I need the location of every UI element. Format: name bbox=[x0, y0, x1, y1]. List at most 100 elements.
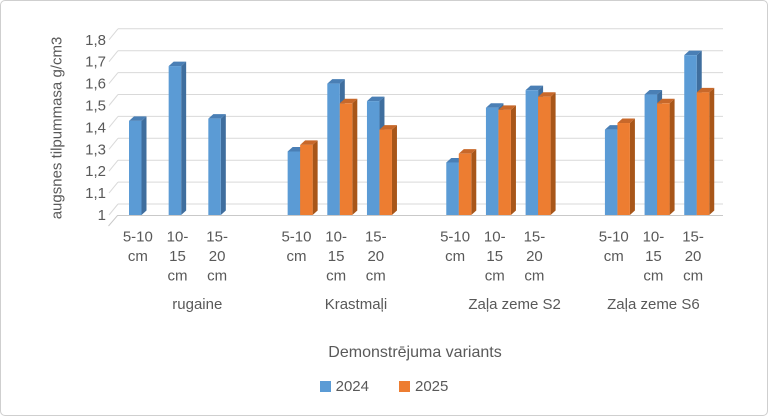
y-axis-title: augsnes tilpummasa g/cm3 bbox=[48, 36, 66, 220]
bar-2024-rugaine-15-20-cm-side bbox=[220, 114, 226, 215]
bar-2024-Zaļa-zeme-S6-15-20-cm-top bbox=[684, 50, 702, 56]
bar-2025-Zaļa-zeme-S6-10-15-cm-top bbox=[657, 98, 675, 104]
category-label: cm bbox=[485, 268, 505, 285]
y-tick-label: 1 bbox=[98, 207, 106, 224]
bar-2024-Zaļa-zeme-S2-15-20-cm-top bbox=[525, 85, 544, 91]
category-label: 15 bbox=[169, 248, 186, 265]
bar-2025-Krastmaļi-10-15-cm bbox=[339, 103, 353, 215]
bar-2025-Zaļa-zeme-S2-15-20-cm-side bbox=[550, 92, 556, 215]
category-label: 20 bbox=[209, 248, 226, 265]
gridline-tick bbox=[108, 72, 119, 84]
bar-2025-Zaļa-zeme-S2-5-10-cm-side bbox=[471, 149, 477, 215]
category-label: cm bbox=[207, 268, 227, 285]
y-tick-label: 1,7 bbox=[85, 54, 106, 71]
bar-2025-Zaļa-zeme-S6-15-20-cm-top bbox=[696, 87, 715, 93]
bar-2024-Krastmaļi-10-15-cm-top bbox=[327, 79, 345, 84]
bar-2024-Krastmaļi-15-20-cm bbox=[366, 101, 380, 215]
category-label: 15- bbox=[682, 229, 704, 246]
category-label: 20 bbox=[367, 248, 384, 265]
category-label: cm bbox=[445, 248, 465, 265]
y-tick-label: 1,6 bbox=[85, 76, 106, 93]
group-label: rugaine bbox=[172, 296, 222, 313]
category-label: cm bbox=[683, 268, 703, 285]
bar-2024-rugaine-15-20-cm-top bbox=[208, 114, 226, 119]
category-label: 10- bbox=[643, 229, 665, 246]
category-label: 15 bbox=[486, 248, 503, 265]
category-label: 10- bbox=[167, 229, 189, 246]
bar-2025-Krastmaļi-5-10-cm bbox=[300, 144, 313, 215]
legend-swatch-2025-icon bbox=[399, 381, 410, 392]
bar-2024-Zaļa-zeme-S2-15-20-cm bbox=[525, 90, 539, 215]
bar-2025-Zaļa-zeme-S2-15-20-cm bbox=[538, 96, 551, 215]
category-label: 10- bbox=[325, 229, 347, 246]
gridline-tick bbox=[108, 137, 119, 150]
bar-2024-rugaine-10-15-cm-side bbox=[181, 61, 187, 215]
legend: 2024 2025 bbox=[1, 378, 767, 395]
bar-2025-Zaļa-zeme-S6-5-10-cm bbox=[617, 123, 630, 215]
bar-2024-rugaine-5-10-cm-top bbox=[129, 116, 147, 121]
bar-2025-Krastmaļi-15-20-cm-side bbox=[391, 125, 397, 215]
bar-2025-Zaļa-zeme-S6-5-10-cm-side bbox=[629, 118, 635, 215]
bar-2025-Zaļa-zeme-S2-10-15-cm-side bbox=[510, 105, 516, 215]
bar-2025-Zaļa-zeme-S2-15-20-cm-top bbox=[538, 92, 556, 97]
bar-2024-Zaļa-zeme-S2-10-15-cm-top bbox=[485, 103, 504, 108]
bar-2025-Krastmaļi-15-20-cm bbox=[379, 129, 392, 215]
gridline-tick bbox=[108, 181, 119, 194]
category-label: 15- bbox=[365, 229, 387, 246]
bar-2024-Zaļa-zeme-S6-5-10-cm bbox=[604, 129, 618, 215]
bar-2025-Zaļa-zeme-S6-10-15-cm bbox=[657, 103, 670, 215]
bar-2025-Zaļa-zeme-S6-10-15-cm-side bbox=[669, 98, 675, 215]
legend-swatch-2024-icon bbox=[319, 381, 331, 392]
x-axis-title: Demonstrējuma variants bbox=[328, 344, 502, 361]
bar-2024-Krastmaļi-15-20-cm-top bbox=[366, 96, 385, 102]
category-label: cm bbox=[286, 248, 306, 265]
y-tick-label: 1,2 bbox=[85, 163, 106, 180]
category-label: 5-10 bbox=[123, 229, 153, 246]
bar-2024-Zaļa-zeme-S6-10-15-cm bbox=[644, 94, 658, 215]
bar-2024-Zaļa-zeme-S6-15-20-cm bbox=[684, 55, 697, 215]
group-label: Zaļa zeme S6 bbox=[607, 296, 700, 313]
bar-2025-Zaļa-zeme-S2-10-15-cm bbox=[498, 109, 511, 215]
gridline-tick bbox=[108, 203, 119, 216]
bar-2025-Krastmaļi-10-15-cm-top bbox=[339, 98, 358, 104]
category-label: cm bbox=[167, 268, 187, 285]
bar-2024-Krastmaļi-5-10-cm bbox=[287, 151, 301, 215]
bar-2025-Zaļa-zeme-S2-10-15-cm-top bbox=[498, 105, 516, 110]
bar-2024-rugaine-10-15-cm bbox=[168, 66, 182, 215]
legend-item-2025: 2025 bbox=[399, 378, 448, 395]
y-tick-label: 1,3 bbox=[85, 141, 106, 158]
group-label: Krastmaļi bbox=[325, 296, 388, 313]
bar-2024-Zaļa-zeme-S6-10-15-cm-top bbox=[644, 90, 663, 95]
y-tick-label: 1,4 bbox=[85, 119, 106, 136]
bar-2025-Zaļa-zeme-S6-5-10-cm-top bbox=[617, 118, 635, 124]
legend-label-2024: 2024 bbox=[335, 378, 369, 395]
bar-2024-Zaļa-zeme-S2-10-15-cm bbox=[485, 107, 499, 215]
gridline-tick bbox=[108, 50, 119, 63]
bar-2025-Krastmaļi-10-15-cm-side bbox=[352, 98, 358, 215]
category-label: 5-10 bbox=[281, 229, 311, 246]
category-label: 5-10 bbox=[440, 229, 470, 246]
category-label: cm bbox=[643, 268, 663, 285]
bar-2025-Krastmaļi-5-10-cm-side bbox=[312, 140, 318, 215]
y-tick-label: 1,8 bbox=[85, 32, 106, 49]
category-label: 15- bbox=[524, 229, 546, 246]
category-label: 15- bbox=[206, 229, 228, 246]
bar-2025-Zaļa-zeme-S2-5-10-cm-top bbox=[458, 149, 477, 154]
legend-item-2024: 2024 bbox=[319, 378, 369, 395]
y-tick-label: 1,5 bbox=[85, 98, 106, 115]
bar-2024-Krastmaļi-10-15-cm bbox=[327, 83, 340, 215]
bar-2024-rugaine-5-10-cm-side bbox=[141, 116, 147, 215]
category-label: cm bbox=[604, 248, 624, 265]
category-label: 5-10 bbox=[599, 229, 629, 246]
category-label: 15 bbox=[328, 248, 345, 265]
category-label: cm bbox=[128, 248, 148, 265]
bar-2025-Zaļa-zeme-S6-15-20-cm bbox=[696, 92, 710, 215]
gridline-tick bbox=[108, 28, 119, 41]
gridline-tick bbox=[108, 116, 119, 128]
category-label: cm bbox=[326, 268, 346, 285]
group-label: Zaļa zeme S2 bbox=[468, 296, 561, 313]
bar-2024-Zaļa-zeme-S2-5-10-cm bbox=[446, 162, 459, 215]
bar-2025-Krastmaļi-5-10-cm-top bbox=[300, 140, 318, 145]
